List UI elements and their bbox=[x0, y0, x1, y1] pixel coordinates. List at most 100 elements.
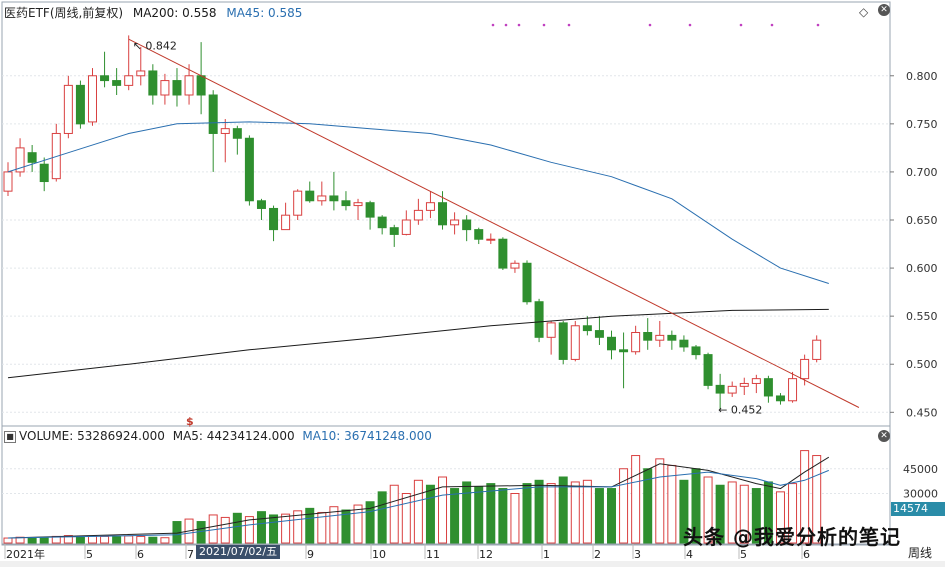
candle-body bbox=[15, 147, 25, 173]
candle-body bbox=[558, 322, 568, 360]
candle-body bbox=[341, 200, 351, 207]
volume-bar bbox=[751, 488, 761, 544]
price-tick-label: 0.600 bbox=[906, 262, 938, 275]
signal-dot bbox=[567, 23, 571, 27]
ma200-label: MA200: 0.558 bbox=[132, 6, 217, 20]
volume-bar bbox=[619, 468, 629, 544]
candle-body bbox=[389, 227, 399, 235]
candle-body bbox=[438, 202, 448, 226]
volume-bar bbox=[413, 479, 423, 544]
diamond-icon[interactable]: ◇ bbox=[859, 5, 869, 19]
volume-tick-label: 45000 bbox=[903, 463, 938, 476]
candle-body bbox=[751, 378, 761, 384]
candle-body bbox=[353, 202, 363, 207]
ma5-label: MA5: 44234124.000 bbox=[172, 429, 295, 443]
title: 医药ETF bbox=[4, 6, 50, 20]
volume-bar bbox=[329, 506, 339, 544]
candle-body bbox=[317, 195, 327, 202]
lines-layer: ↖ 0.842 ← 0.452 bbox=[7, 38, 860, 416]
x-tick-label: 6 bbox=[803, 548, 810, 561]
price-tick-label: 0.650 bbox=[906, 214, 938, 227]
candle-body bbox=[196, 75, 206, 96]
candle-body bbox=[607, 336, 616, 351]
candle-body bbox=[124, 75, 134, 86]
candle-body bbox=[39, 163, 49, 183]
candle-body bbox=[100, 75, 110, 82]
candle-body bbox=[425, 202, 435, 211]
candle-body bbox=[87, 75, 97, 123]
volume-bar bbox=[703, 476, 713, 544]
ma45-line bbox=[7, 121, 829, 284]
candle-body bbox=[377, 216, 387, 229]
volume-expand-icon[interactable]: ■ bbox=[4, 430, 16, 443]
candle-body bbox=[655, 334, 665, 341]
volume-bar bbox=[87, 535, 97, 544]
candle-body bbox=[727, 385, 737, 394]
volume-bar bbox=[124, 535, 134, 544]
volume-tick-label: 30000 bbox=[903, 488, 938, 501]
price-tick-label: 0.700 bbox=[906, 166, 938, 179]
price-tick-label: 0.750 bbox=[906, 118, 938, 131]
price-tick-label: 0.450 bbox=[906, 406, 938, 419]
volume-bar bbox=[232, 512, 242, 544]
x-tick-label: 9 bbox=[307, 548, 314, 561]
volume-bar bbox=[148, 536, 158, 544]
x-axis-labels: 2021年 5 6 7 9 10 11 12 1 2 3 4 5 6 bbox=[2, 543, 890, 561]
candle-body bbox=[715, 384, 725, 394]
signal-dot bbox=[816, 23, 820, 27]
volume-bar bbox=[534, 479, 544, 544]
volume-bar bbox=[775, 491, 785, 544]
candle-body bbox=[75, 84, 85, 125]
candle-body bbox=[136, 70, 146, 77]
volume-bar bbox=[256, 511, 266, 544]
price-tick-label: 0.800 bbox=[906, 70, 938, 83]
x-tick-label: 5 bbox=[86, 548, 93, 561]
candle-body bbox=[619, 349, 629, 353]
candle-body bbox=[269, 207, 279, 231]
volume-bar bbox=[607, 488, 616, 544]
candle-body bbox=[305, 190, 315, 202]
volume-bar bbox=[582, 479, 592, 544]
volume-close-icon[interactable]: ✕ bbox=[878, 430, 890, 442]
candle-body bbox=[643, 332, 653, 341]
candle-body bbox=[256, 200, 266, 209]
price-tick-label: 0.550 bbox=[906, 310, 938, 323]
volume-bar bbox=[631, 455, 641, 544]
volume-bar bbox=[353, 504, 363, 544]
x-tick-label: 3 bbox=[634, 548, 641, 561]
candle-body bbox=[244, 137, 254, 202]
candle-body bbox=[281, 214, 291, 231]
volume-bar bbox=[3, 537, 13, 544]
candle-body bbox=[450, 219, 460, 226]
x-tick-label: 10 bbox=[372, 548, 386, 561]
volume-bar bbox=[679, 479, 689, 544]
volume-bar bbox=[474, 486, 484, 544]
candle-body bbox=[3, 171, 13, 192]
volume-lines-layer bbox=[7, 456, 830, 539]
candle-body bbox=[691, 346, 701, 356]
candle-body bbox=[788, 378, 798, 402]
volume-ma10-line bbox=[7, 469, 829, 539]
volume-bar bbox=[220, 516, 230, 544]
volume-bar bbox=[365, 501, 375, 544]
candle-body bbox=[775, 395, 785, 402]
trendline bbox=[128, 38, 860, 408]
volume-bar bbox=[715, 484, 725, 544]
x-tick-label: 4 bbox=[686, 548, 693, 561]
volume-bar bbox=[462, 481, 472, 544]
price-tick-label: 0.500 bbox=[906, 358, 938, 371]
mode: (周线,前复权) bbox=[49, 6, 124, 20]
candle-body bbox=[763, 378, 773, 397]
period-label: 周线 bbox=[908, 546, 933, 560]
close-icon[interactable]: ✕ bbox=[878, 4, 890, 16]
volume-bar bbox=[39, 537, 49, 544]
volume-bar bbox=[377, 491, 387, 544]
candle-body bbox=[739, 382, 749, 387]
volume-bar bbox=[341, 509, 351, 544]
volume-bar bbox=[812, 455, 822, 544]
signal-dot bbox=[491, 23, 495, 27]
volume-bar bbox=[788, 483, 798, 544]
candle-body bbox=[329, 195, 339, 202]
candle-body bbox=[582, 325, 592, 332]
